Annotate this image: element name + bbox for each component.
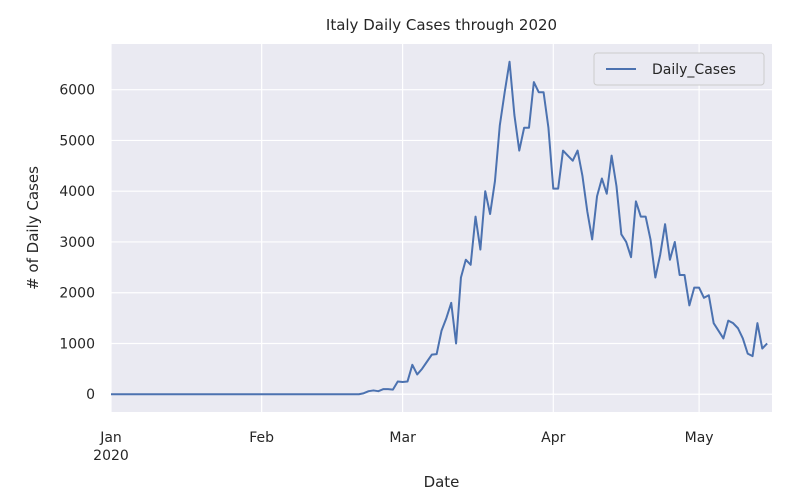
x-tick-label: Mar — [389, 430, 416, 446]
y-tick-label: 6000 — [59, 83, 95, 99]
y-tick-label: 0 — [86, 387, 95, 403]
chart-title: Italy Daily Cases through 2020 — [326, 16, 557, 34]
y-tick-label: 2000 — [59, 286, 95, 302]
y-tick-label: 5000 — [59, 133, 95, 149]
x-tick-label: Apr — [541, 430, 565, 446]
x-axis-ticks: Jan 2020 Feb Mar Apr May — [93, 430, 713, 464]
x-tick-label: May — [685, 430, 714, 446]
y-tick-label: 3000 — [59, 235, 95, 251]
y-tick-label: 1000 — [59, 336, 95, 352]
plot-area — [111, 44, 772, 412]
series-line-daily-cases — [111, 60, 768, 396]
grid-lines — [110, 44, 772, 412]
legend-label: Daily_Cases — [652, 62, 736, 78]
x-tick-sublabel: 2020 — [93, 448, 129, 464]
x-tick-label: Feb — [249, 430, 274, 446]
x-tick-label: Jan — [99, 430, 122, 446]
series-layer — [111, 60, 768, 396]
x-axis-title: Date — [424, 473, 460, 491]
legend-box — [593, 52, 765, 86]
y-axis-title: # of Daily Cases — [24, 166, 42, 290]
y-tick-label: 4000 — [59, 184, 95, 200]
y-axis-ticks: 0 1000 2000 3000 4000 5000 6000 — [59, 83, 95, 404]
legend: Daily_Cases — [593, 52, 765, 86]
